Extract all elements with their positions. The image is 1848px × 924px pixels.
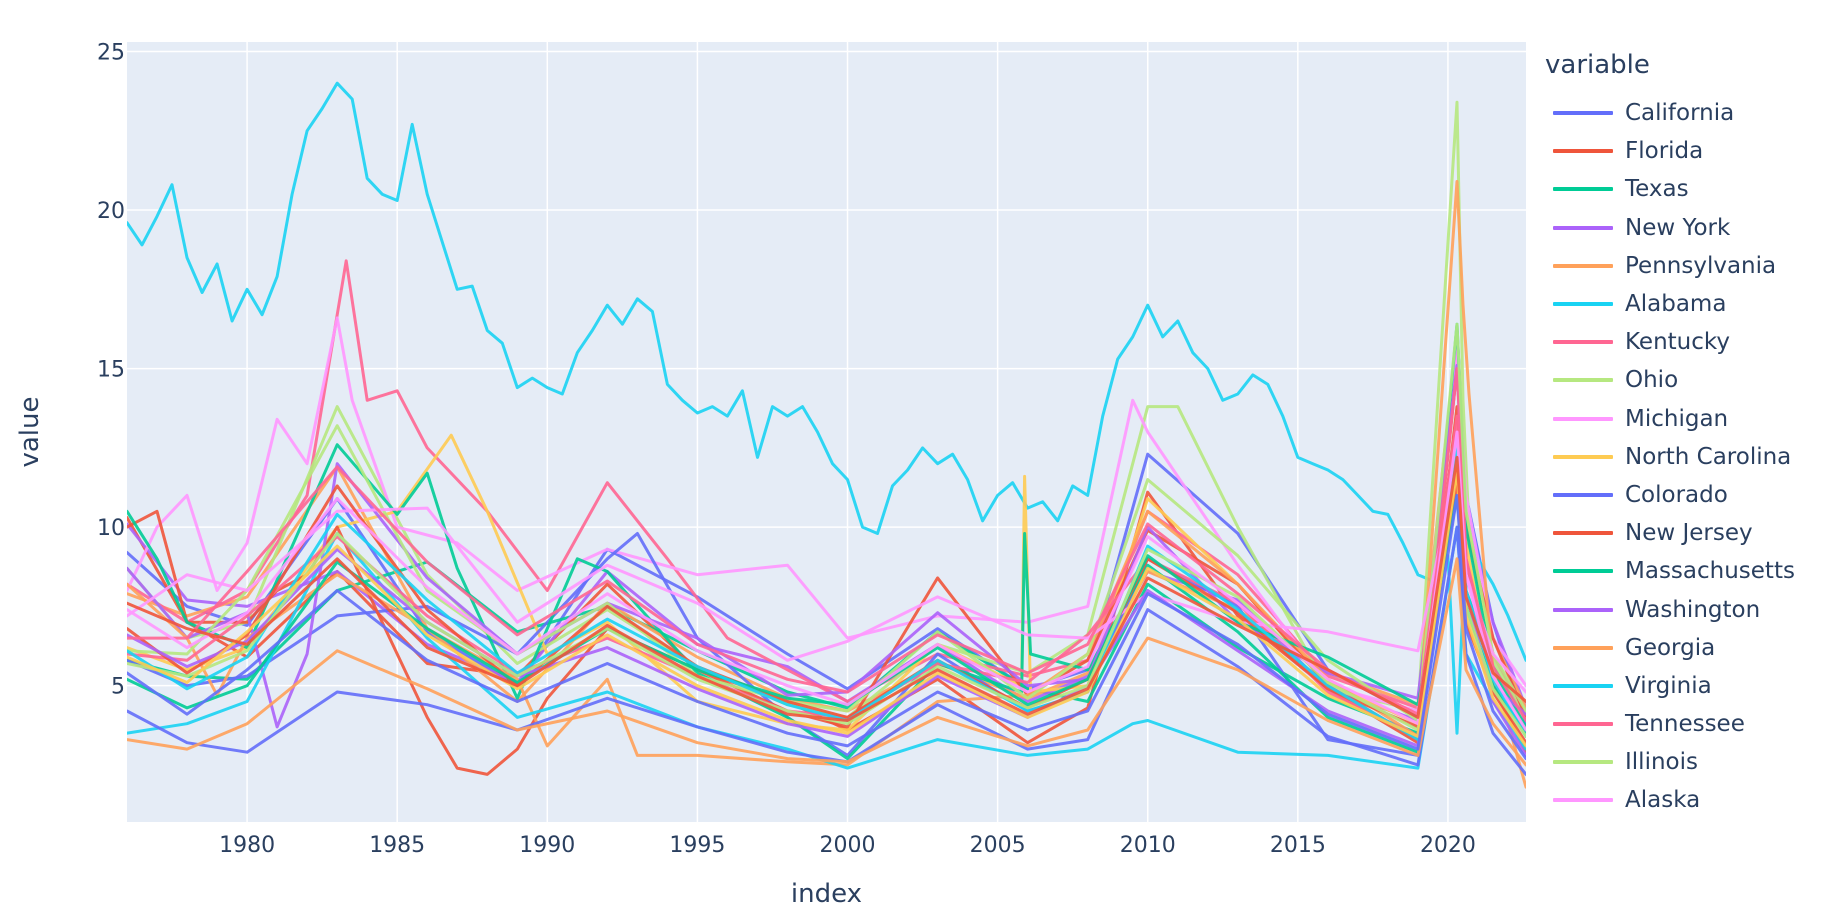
- legend-title: variable: [1545, 50, 1650, 80]
- series-line: [127, 468, 1526, 748]
- legend-swatch: [1553, 416, 1613, 421]
- legend-item[interactable]: Michigan: [1545, 400, 1835, 438]
- series-line: [127, 493, 1526, 761]
- legend-label: Texas: [1625, 176, 1689, 203]
- y-tick-label: 10: [97, 516, 125, 541]
- legend-label: Colorado: [1625, 481, 1728, 508]
- legend-item[interactable]: Texas: [1545, 170, 1835, 208]
- legend: variable California Florida Texas New York P…: [1545, 50, 1835, 820]
- series-line: [127, 557, 1526, 767]
- legend-label: Washington: [1625, 596, 1761, 623]
- series-lines: [127, 81, 1526, 789]
- legend-swatch: [1553, 302, 1613, 307]
- legend-item[interactable]: Florida: [1545, 132, 1835, 170]
- series-line-alabama: [127, 81, 1526, 735]
- legend-item[interactable]: Massachusetts: [1545, 552, 1835, 590]
- y-tick-label: 15: [97, 358, 125, 383]
- axis-ticks: 1980 1985 1990 1995 2000 2005 2010 2015 2020 5 10 1…: [97, 41, 1476, 858]
- x-tick-label: 2005: [970, 833, 1026, 858]
- legend-label: Massachusetts: [1625, 558, 1795, 585]
- legend-label: Ohio: [1625, 367, 1679, 394]
- legend-swatch: [1553, 531, 1613, 536]
- series-line: [127, 525, 1526, 776]
- legend-item[interactable]: Illinois: [1545, 743, 1835, 781]
- legend-label: Alabama: [1625, 291, 1727, 318]
- legend-swatch: [1553, 760, 1613, 765]
- x-tick-label: 1995: [669, 833, 725, 858]
- legend-label: Virginia: [1625, 672, 1712, 699]
- legend-swatch: [1553, 645, 1613, 650]
- legend-item[interactable]: Pennsylvania: [1545, 247, 1835, 285]
- x-tick-label: 2000: [820, 833, 876, 858]
- legend-label: Illinois: [1625, 749, 1698, 776]
- series-line-michigan: [127, 316, 1526, 713]
- legend-label: Tennessee: [1625, 711, 1745, 738]
- legend-item[interactable]: Alaska: [1545, 781, 1835, 819]
- legend-label: Pennsylvania: [1625, 252, 1777, 279]
- legend-item[interactable]: North Carolina: [1545, 438, 1835, 476]
- series-line: [127, 414, 1526, 722]
- legend-item[interactable]: Ohio: [1545, 361, 1835, 399]
- legend-item[interactable]: Georgia: [1545, 629, 1835, 667]
- legend-item[interactable]: Washington: [1545, 590, 1835, 628]
- legend-swatch: [1553, 569, 1613, 574]
- legend-swatch: [1553, 340, 1613, 345]
- legend-label: Georgia: [1625, 634, 1716, 661]
- legend-item[interactable]: California: [1545, 94, 1835, 132]
- legend-item[interactable]: Alabama: [1545, 285, 1835, 323]
- legend-label: New Jersey: [1625, 520, 1753, 547]
- x-tick-label: 1985: [369, 833, 425, 858]
- x-tick-label: 2020: [1420, 833, 1476, 858]
- legend-label: Michigan: [1625, 405, 1729, 432]
- legend-swatch: [1553, 454, 1613, 459]
- legend-item[interactable]: New York: [1545, 209, 1835, 247]
- series-line-massachusetts: [127, 322, 1526, 761]
- legend-swatch: [1553, 263, 1613, 268]
- legend-label: New York: [1625, 214, 1731, 241]
- legend-label: Alaska: [1625, 787, 1701, 814]
- legend-label: California: [1625, 100, 1735, 127]
- y-axis-label: value: [15, 396, 45, 467]
- legend-item[interactable]: Tennessee: [1545, 705, 1835, 743]
- y-tick-label: 5: [111, 675, 125, 700]
- legend-item[interactable]: Kentucky: [1545, 323, 1835, 361]
- legend-label: Florida: [1625, 138, 1704, 165]
- series-line-kentucky: [127, 259, 1526, 719]
- legend-label: North Carolina: [1625, 443, 1792, 470]
- legend-swatch: [1553, 798, 1613, 803]
- legend-swatch: [1553, 111, 1613, 116]
- legend-swatch: [1553, 187, 1613, 192]
- y-tick-label: 25: [97, 41, 125, 66]
- legend-swatch: [1553, 683, 1613, 688]
- y-tick-label: 20: [97, 199, 125, 224]
- legend-swatch: [1553, 607, 1613, 612]
- x-axis-label: index: [791, 879, 862, 909]
- legend-label: Kentucky: [1625, 329, 1731, 356]
- series-line: [127, 430, 1526, 732]
- legend-item[interactable]: New Jersey: [1545, 514, 1835, 552]
- legend-items: California Florida Texas New York Pennsylvan…: [1545, 94, 1835, 820]
- legend-swatch: [1553, 492, 1613, 497]
- series-line-georgia: [127, 180, 1526, 789]
- x-tick-label: 2015: [1270, 833, 1326, 858]
- legend-swatch: [1553, 722, 1613, 727]
- legend-swatch: [1553, 225, 1613, 230]
- legend-swatch: [1553, 378, 1613, 383]
- legend-item[interactable]: Virginia: [1545, 667, 1835, 705]
- series-line: [127, 455, 1526, 722]
- x-tick-label: 2010: [1120, 833, 1176, 858]
- legend-item[interactable]: Colorado: [1545, 476, 1835, 514]
- series-line-illinois: [127, 322, 1526, 722]
- legend-swatch: [1553, 149, 1613, 154]
- x-tick-label: 1990: [519, 833, 575, 858]
- x-tick-label: 1980: [219, 833, 275, 858]
